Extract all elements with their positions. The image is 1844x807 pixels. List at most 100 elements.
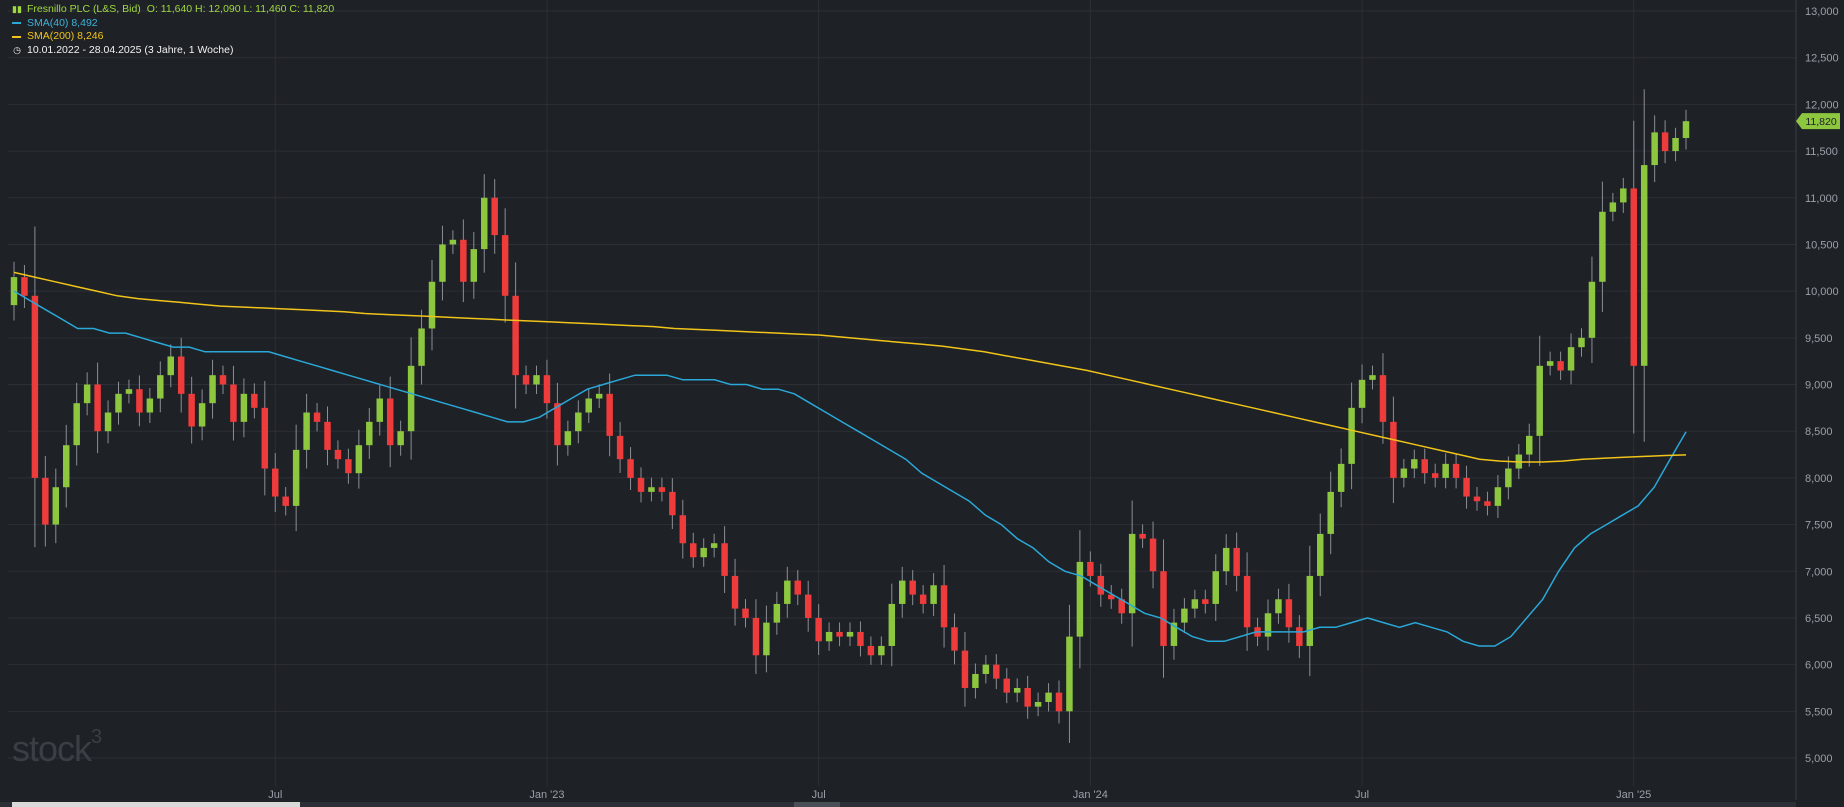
candle-up[interactable] xyxy=(1212,554,1219,621)
candle-up[interactable] xyxy=(1567,333,1575,385)
candle-up[interactable] xyxy=(1191,589,1199,619)
candle-down[interactable] xyxy=(272,453,279,512)
candle-up[interactable] xyxy=(209,359,216,419)
candle-up[interactable] xyxy=(1264,599,1272,651)
candle-down[interactable] xyxy=(752,599,760,674)
candle-down[interactable] xyxy=(1087,551,1094,587)
candle-up[interactable] xyxy=(1599,181,1606,312)
candle-up[interactable] xyxy=(1640,89,1648,442)
candle-down[interactable] xyxy=(501,208,509,323)
candle-up[interactable] xyxy=(1609,192,1617,222)
candle-up[interactable] xyxy=(1066,604,1073,744)
candle-up[interactable] xyxy=(1317,513,1324,597)
candle-up[interactable] xyxy=(73,382,80,466)
candle-up[interactable] xyxy=(1076,530,1084,669)
candle-down[interactable] xyxy=(1463,465,1470,509)
candle-up[interactable] xyxy=(439,225,446,301)
candle-up[interactable] xyxy=(564,420,572,456)
candle-up[interactable] xyxy=(648,477,655,502)
candles[interactable] xyxy=(10,89,1690,744)
candle-down[interactable] xyxy=(512,262,519,409)
candle-down[interactable] xyxy=(94,362,101,454)
candle-up[interactable] xyxy=(825,622,833,651)
candle-down[interactable] xyxy=(721,526,728,593)
candle-down[interactable] xyxy=(261,380,269,496)
candle-down[interactable] xyxy=(637,467,645,503)
candle-up[interactable] xyxy=(1400,459,1408,488)
candle-up[interactable] xyxy=(1682,109,1690,150)
candle-down[interactable] xyxy=(658,477,666,502)
candle-down[interactable] xyxy=(940,564,948,648)
candle-down[interactable] xyxy=(543,359,551,419)
candle-up[interactable] xyxy=(303,393,310,469)
candle-up[interactable] xyxy=(1222,534,1230,586)
candle-down[interactable] xyxy=(1421,448,1428,484)
candle-up[interactable] xyxy=(1672,127,1679,162)
candle-down[interactable] xyxy=(230,365,237,441)
candle-up[interactable] xyxy=(1128,500,1136,647)
candle-up[interactable] xyxy=(533,365,540,395)
candle-up[interactable] xyxy=(104,400,112,444)
candle-up[interactable] xyxy=(784,566,791,618)
candle-down[interactable] xyxy=(1149,521,1157,589)
candle-down[interactable] xyxy=(1003,668,1010,704)
candle-down[interactable] xyxy=(345,448,352,484)
candle-up[interactable] xyxy=(1546,351,1554,376)
scrollbar-thumb[interactable] xyxy=(12,802,300,807)
candle-up[interactable] xyxy=(1034,692,1042,717)
candle-up[interactable] xyxy=(1181,598,1188,634)
candle-down[interactable] xyxy=(334,440,342,469)
candle-up[interactable] xyxy=(355,429,363,489)
candle-down[interactable] xyxy=(909,570,916,606)
candle-up[interactable] xyxy=(1358,364,1366,424)
candle-up[interactable] xyxy=(240,378,248,438)
candle-down[interactable] xyxy=(1118,588,1125,624)
candle-down[interactable] xyxy=(815,604,822,656)
candle-up[interactable] xyxy=(700,538,707,567)
candle-down[interactable] xyxy=(324,406,331,466)
chart-scrollbar[interactable] xyxy=(0,802,1796,807)
candle-up[interactable] xyxy=(1588,256,1596,364)
candle-up[interactable] xyxy=(1337,448,1345,508)
candle-up[interactable] xyxy=(157,361,164,413)
candle-up[interactable] xyxy=(1494,475,1502,519)
candle-down[interactable] xyxy=(1431,463,1439,488)
candle-up[interactable] xyxy=(878,636,885,665)
candle-down[interactable] xyxy=(669,478,676,529)
candle-up[interactable] xyxy=(198,389,206,441)
candle-up[interactable] xyxy=(710,533,718,558)
candle-down[interactable] xyxy=(313,402,321,432)
candle-up[interactable] xyxy=(63,424,70,508)
candle-up[interactable] xyxy=(52,468,60,544)
candle-up[interactable] xyxy=(1411,449,1418,479)
candle-down[interactable] xyxy=(606,373,613,457)
candle-down[interactable] xyxy=(867,636,875,665)
candle-down[interactable] xyxy=(919,585,927,614)
candle-down[interactable] xyxy=(177,337,185,413)
candle-down[interactable] xyxy=(1233,532,1240,592)
candle-up[interactable] xyxy=(888,583,896,667)
candle-up[interactable] xyxy=(376,384,383,436)
candle-down[interactable] xyxy=(386,376,394,468)
candle-up[interactable] xyxy=(1620,177,1627,213)
candle-up[interactable] xyxy=(1651,115,1658,183)
candle-up[interactable] xyxy=(1578,328,1585,357)
candle-down[interactable] xyxy=(522,365,530,395)
candle-down[interactable] xyxy=(1473,487,1481,511)
candle-down[interactable] xyxy=(731,558,739,626)
candle-up[interactable] xyxy=(115,381,122,425)
candle-down[interactable] xyxy=(1108,585,1115,609)
candle-up[interactable] xyxy=(83,372,91,416)
candle-down[interactable] xyxy=(690,532,697,568)
candle-down[interactable] xyxy=(951,613,958,665)
candle-down[interactable] xyxy=(21,264,28,308)
candle-up[interactable] xyxy=(1170,608,1178,660)
candle-up[interactable] xyxy=(930,573,937,617)
candle-up[interactable] xyxy=(899,566,906,618)
candle-down[interactable] xyxy=(1452,453,1460,489)
candle-down[interactable] xyxy=(1484,491,1491,516)
candle-down[interactable] xyxy=(1055,680,1063,724)
candle-down[interactable] xyxy=(1097,563,1105,607)
candle-down[interactable] xyxy=(188,376,195,444)
candle-up[interactable] xyxy=(595,384,603,409)
